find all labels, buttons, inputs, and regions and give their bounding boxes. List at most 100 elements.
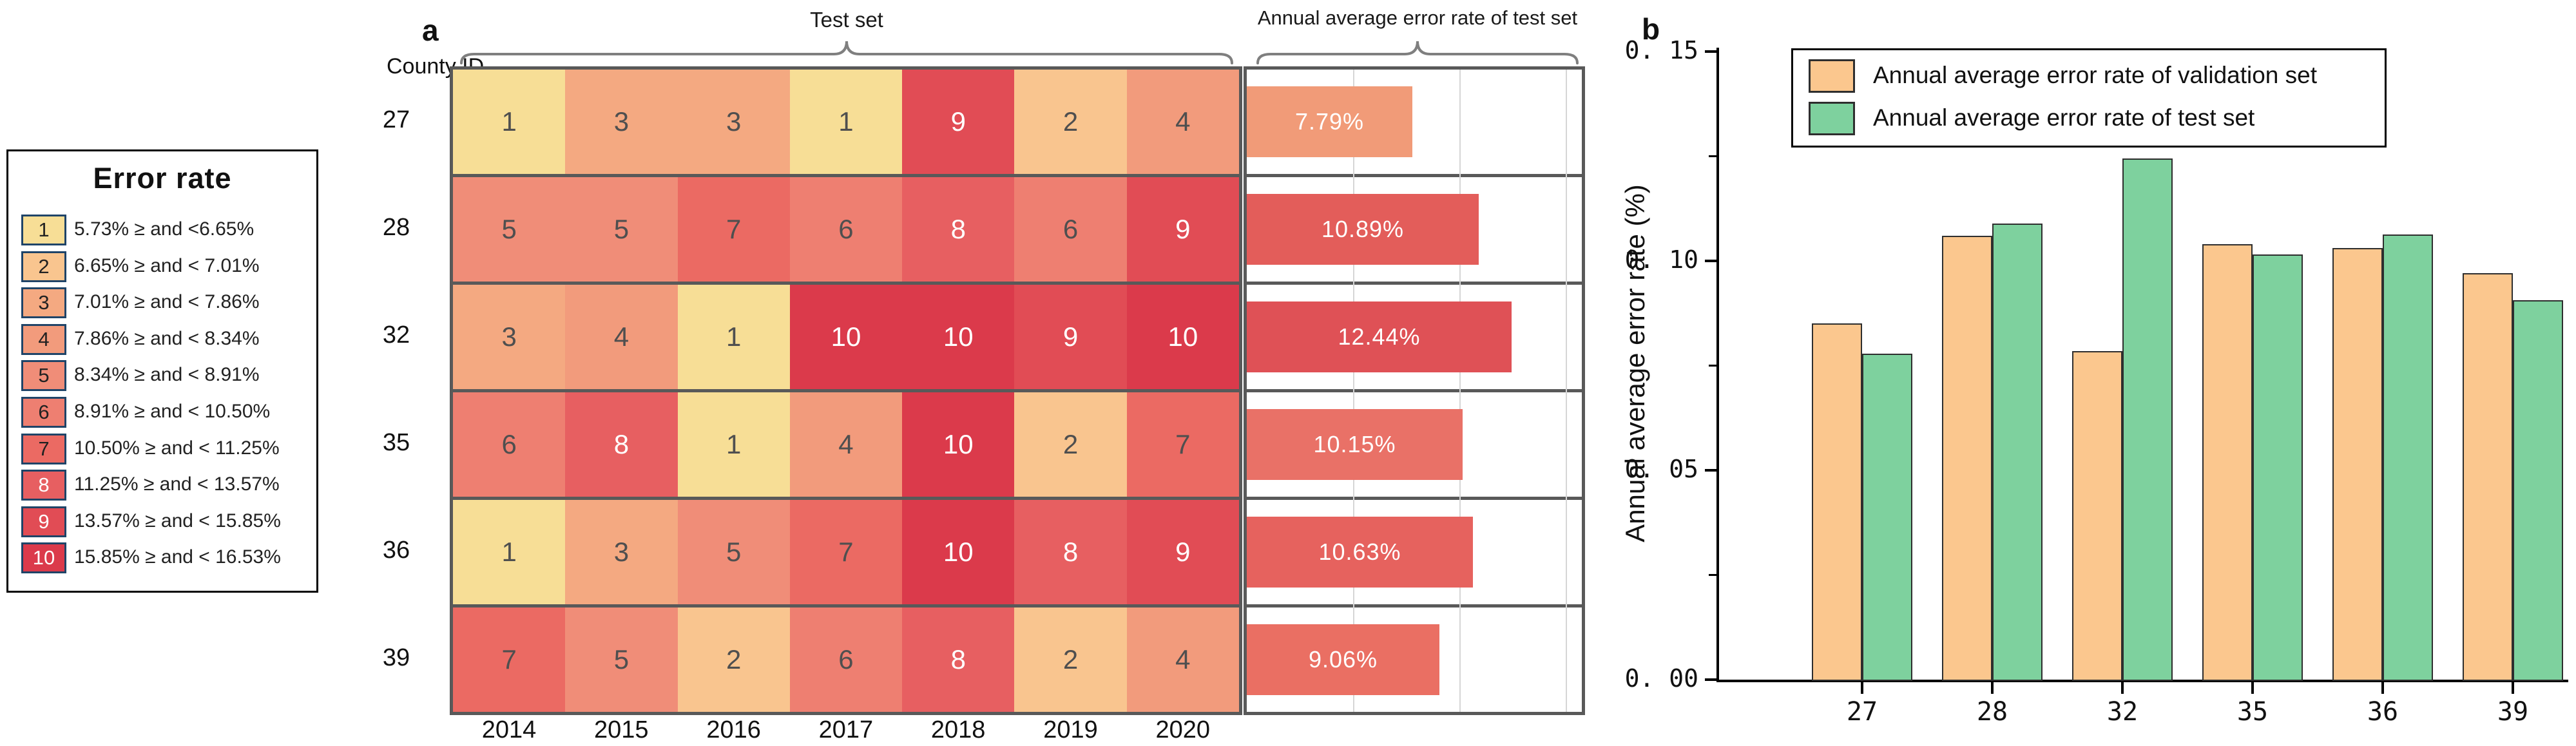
heatmap-cell: 2 [677,607,790,712]
test-bar [1862,354,1912,681]
heatmap-cell: 8 [902,607,1015,712]
x-tick-label: 32 [2106,697,2139,727]
error-legend-item: 7 10.50% ≥ and < 11.25% [8,433,316,466]
heatmap-cell: 6 [453,392,566,497]
y-major-tick [1705,260,1716,262]
error-legend-swatch: 8 [21,470,66,501]
heatmap-cell: 5 [453,177,566,282]
error-legend-item-label: 15.85% ≥ and < 16.53% [74,546,281,568]
avg-panel-row-separator [1247,604,1582,607]
panel-b-legend: Annual average error rate of validation … [1791,48,2387,148]
y-minor-tick [1709,155,1716,157]
error-legend-item: 8 11.25% ≥ and < 13.57% [8,470,316,502]
avg-panel-row-separator [1247,389,1582,392]
avg-bars-brace-label: Annual average error rate of test set [1257,6,1578,29]
y-major-tick [1705,678,1716,681]
heatmap-cell: 7 [1126,392,1239,497]
panel-b-label: b [1642,12,1660,46]
x-tick [2381,682,2384,694]
validation-bar [2202,244,2253,681]
heatmap-cell: 5 [677,500,790,604]
heatmap-cell: 10 [1126,285,1239,389]
heatmap-cell: 2 [1014,392,1127,497]
validation-bar [1942,236,1992,681]
heatmap-cell: 10 [902,392,1015,497]
error-legend-swatch: 9 [21,506,66,537]
heatmap-cell: 4 [1126,70,1239,174]
error-legend-swatch: 10 [21,542,66,574]
validation-bar [2332,248,2383,681]
error-legend-swatch: 5 [21,360,66,392]
avg-panel-row-separator [1247,497,1582,500]
y-tick-label: 0. 00 [1624,664,1698,693]
error-legend-item-label: 7.86% ≥ and < 8.34% [74,327,260,349]
avg-bar-row: 10.15% [1247,392,1582,497]
county-row-label: 28 [382,214,410,241]
heatmap: 1 3 3 1 9 2 4 5 5 7 6 8 6 9 3 4 1 10 10 9 10 6 8 1 4 10 2 7 1 3 5 7 10 8 9… [450,66,1242,715]
county-row-label: 36 [382,537,410,564]
heatmap-cell: 1 [453,70,566,174]
panel-b-y-axis-line [1716,48,1719,682]
heatmap-cell: 7 [677,177,790,282]
error-legend-swatch: 4 [21,323,66,355]
y-minor-tick [1709,365,1716,367]
heatmap-cell: 3 [565,500,678,604]
error-legend-swatch: 6 [21,397,66,428]
x-tick [2121,682,2124,694]
heatmap-cell: 5 [565,177,678,282]
test-legend-swatch [1809,102,1855,135]
avg-bar-row: 7.79% [1247,70,1582,174]
error-legend-item: 6 8.91% ≥ and < 10.50% [8,397,316,429]
error-legend-swatch: 3 [21,287,66,319]
avg-panel-gridline [1459,70,1461,712]
test-set-brace-label: Test set [810,8,883,32]
heatmap-cell: 6 [789,607,903,712]
heatmap-cell: 8 [902,177,1015,282]
heatmap-cell: 1 [677,392,790,497]
heatmap-cell: 3 [453,285,566,389]
heatmap-cell: 8 [1014,500,1127,604]
x-tick-label: 27 [1846,697,1878,727]
error-legend-item: 4 7.86% ≥ and < 8.34% [8,323,316,356]
error-legend-item-label: 5.73% ≥ and <6.65% [74,218,255,240]
county-row-label: 32 [382,321,410,349]
year-axis-label: 2019 [1043,716,1098,743]
x-tick-label: 28 [1976,697,2008,727]
county-row-label: 27 [382,106,410,133]
heatmap-cell: 9 [1014,285,1127,389]
error-legend-item: 10 15.85% ≥ and < 16.53% [8,542,316,575]
year-axis-label: 2014 [481,716,537,743]
avg-bar-row: 9.06% [1247,607,1582,712]
error-legend-item-label: 13.57% ≥ and < 15.85% [74,510,281,531]
test-bar [2122,158,2173,681]
heatmap-cell: 2 [1014,607,1127,712]
error-legend-item-label: 11.25% ≥ and < 13.57% [74,473,280,495]
avg-panel-gridline [1353,70,1354,712]
avg-bar-row: 10.63% [1247,500,1582,604]
x-tick-label: 36 [2367,697,2399,727]
heatmap-cell: 6 [789,177,903,282]
y-major-tick [1705,469,1716,472]
heatmap-cell: 2 [1014,70,1127,174]
year-axis-label: 2018 [930,716,986,743]
heatmap-cell: 1 [677,285,790,389]
y-tick-label: 0. 10 [1624,245,1698,274]
avg-bar: 10.89% [1247,194,1479,265]
x-tick [1991,682,1994,694]
heatmap-cell: 1 [789,70,903,174]
test-bar [2513,300,2563,681]
y-minor-tick [1709,574,1716,576]
heatmap-cell: 10 [902,285,1015,389]
panel-a-label: a [422,14,439,47]
heatmap-cell: 1 [453,500,566,604]
heatmap-cell: 9 [902,70,1015,174]
error-legend-item: 2 6.65% ≥ and < 7.01% [8,251,316,283]
error-legend-item: 5 8.34% ≥ and < 8.91% [8,360,316,392]
year-axis-label: 2016 [706,716,761,743]
error-legend-item-label: 8.34% ≥ and < 8.91% [74,364,260,386]
heatmap-cell: 3 [677,70,790,174]
